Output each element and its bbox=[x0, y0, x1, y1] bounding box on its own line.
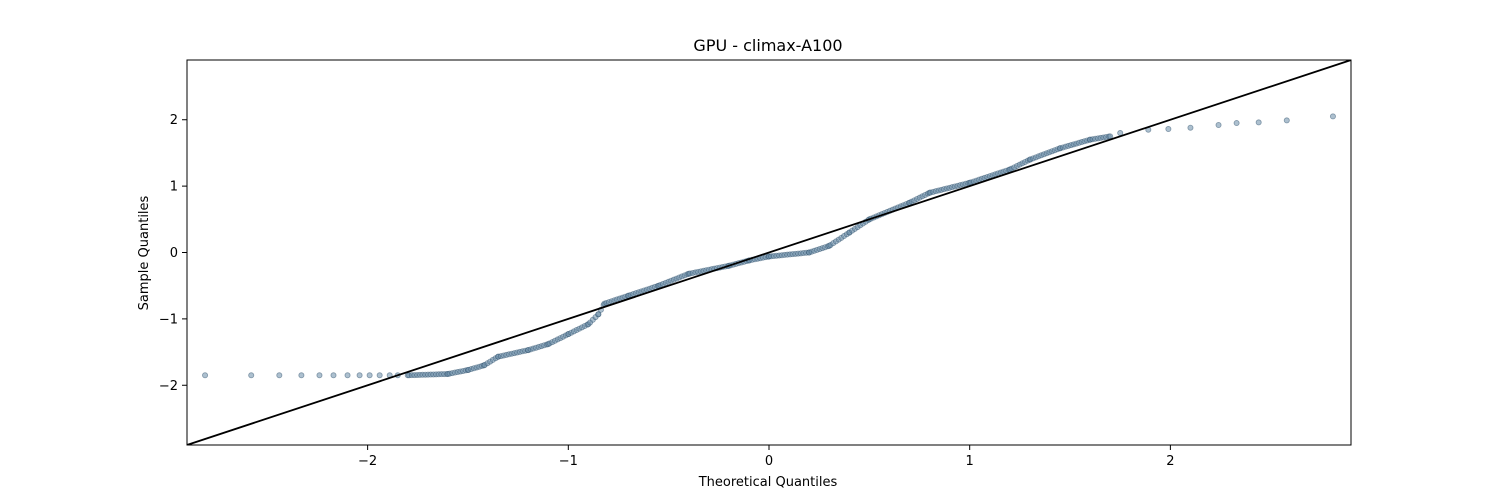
data-point bbox=[1283, 117, 1290, 124]
data-point bbox=[595, 311, 602, 318]
x-tick-label: 1 bbox=[966, 454, 974, 469]
plot-area: −2 −1 0 1 2 −2 −1 0 1 2 bbox=[159, 59, 1352, 469]
x-tick-label: −2 bbox=[358, 454, 377, 469]
data-point bbox=[1233, 120, 1240, 127]
data-point bbox=[1255, 119, 1262, 126]
data-point bbox=[344, 372, 351, 379]
y-tick-label: −1 bbox=[159, 312, 178, 327]
reference-line bbox=[187, 60, 1351, 445]
data-point bbox=[1187, 124, 1194, 131]
x-tick-label: 2 bbox=[1166, 454, 1174, 469]
data-point bbox=[1165, 126, 1172, 133]
x-tick-label: 0 bbox=[765, 454, 773, 469]
data-point bbox=[376, 372, 383, 379]
data-point bbox=[202, 372, 209, 379]
data-point bbox=[330, 372, 337, 379]
data-point bbox=[276, 372, 283, 379]
data-point bbox=[316, 372, 323, 379]
y-axis-label: Sample Quantiles bbox=[137, 195, 152, 310]
x-tick-label: −1 bbox=[559, 454, 578, 469]
data-point bbox=[1329, 113, 1336, 120]
y-tick-label: −2 bbox=[159, 379, 178, 394]
x-axis-label: Theoretical Quantiles bbox=[698, 475, 838, 490]
data-point bbox=[356, 372, 363, 379]
data-point bbox=[298, 372, 305, 379]
data-point bbox=[366, 372, 373, 379]
y-tick-label: 1 bbox=[170, 180, 178, 195]
y-tick-label: 2 bbox=[170, 113, 178, 128]
y-tick-label: 0 bbox=[170, 246, 178, 261]
data-point bbox=[248, 372, 255, 379]
chart-title: GPU - climax-A100 bbox=[693, 36, 842, 55]
data-point bbox=[1215, 122, 1222, 129]
